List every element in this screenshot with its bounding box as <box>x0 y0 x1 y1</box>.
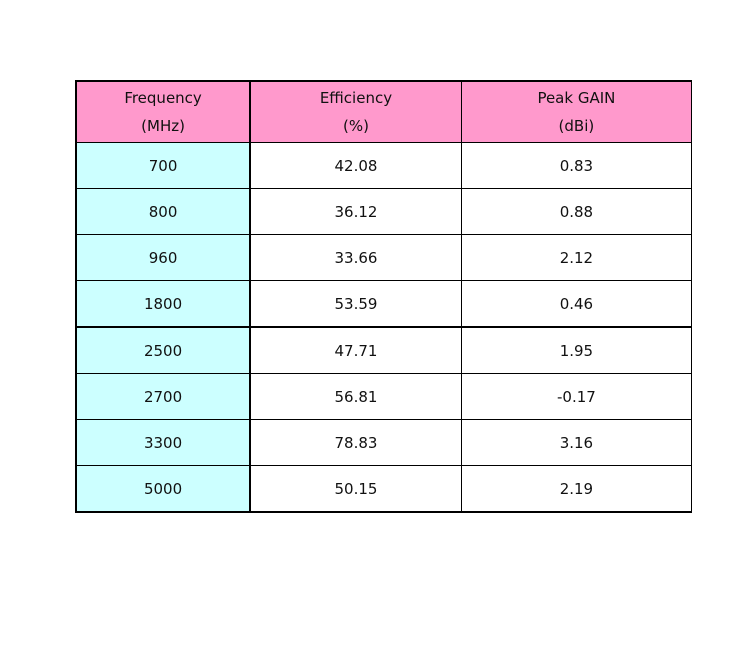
peak-gain-cell: 3.16 <box>460 419 693 466</box>
efficiency-cell: 53.59 <box>249 280 462 328</box>
header-peak-gain-label: Peak GAIN <box>537 89 616 107</box>
frequency-cell: 3300 <box>74 419 252 466</box>
efficiency-cell: 78.83 <box>249 419 462 466</box>
table-row: 2700 56.81 -0.17 <box>74 373 693 420</box>
frequency-cell: 960 <box>74 234 252 281</box>
frequency-cell: 5000 <box>74 465 252 513</box>
header-frequency-label: Frequency <box>124 89 202 107</box>
frequency-cell: 2500 <box>74 326 252 374</box>
table-row: 5000 50.15 2.19 <box>74 465 693 513</box>
header-efficiency-label: Efficiency <box>319 89 393 107</box>
header-efficiency-unit: (%) <box>342 117 369 135</box>
header-frequency: Frequency (MHz) <box>74 80 252 143</box>
frequency-cell: 700 <box>74 142 252 189</box>
peak-gain-cell: 0.88 <box>460 188 693 235</box>
frequency-cell: 1800 <box>74 280 252 328</box>
antenna-performance-table: Frequency (MHz) Efficiency (%) Peak GAIN… <box>74 80 693 513</box>
peak-gain-cell: 2.12 <box>460 234 693 281</box>
efficiency-cell: 56.81 <box>249 373 462 420</box>
efficiency-cell: 36.12 <box>249 188 462 235</box>
table-row: 800 36.12 0.88 <box>74 188 693 235</box>
efficiency-cell: 47.71 <box>249 326 462 374</box>
table-row: 700 42.08 0.83 <box>74 142 693 189</box>
frequency-cell: 2700 <box>74 373 252 420</box>
peak-gain-cell: 2.19 <box>460 465 693 513</box>
efficiency-cell: 42.08 <box>249 142 462 189</box>
table-header-row: Frequency (MHz) Efficiency (%) Peak GAIN… <box>74 80 693 143</box>
antenna-performance-table-wrapper: Frequency (MHz) Efficiency (%) Peak GAIN… <box>74 80 693 513</box>
header-efficiency: Efficiency (%) <box>249 80 462 143</box>
peak-gain-cell: -0.17 <box>460 373 693 420</box>
peak-gain-cell: 0.83 <box>460 142 693 189</box>
frequency-cell: 800 <box>74 188 252 235</box>
efficiency-cell: 50.15 <box>249 465 462 513</box>
header-peak-gain: Peak GAIN (dBi) <box>460 80 693 143</box>
table-row: 960 33.66 2.12 <box>74 234 693 281</box>
table-row: 3300 78.83 3.16 <box>74 419 693 466</box>
header-frequency-unit: (MHz) <box>141 117 185 135</box>
peak-gain-cell: 0.46 <box>460 280 693 328</box>
peak-gain-cell: 1.95 <box>460 326 693 374</box>
efficiency-cell: 33.66 <box>249 234 462 281</box>
table-row: 1800 53.59 0.46 <box>74 280 693 328</box>
table-row: 2500 47.71 1.95 <box>74 326 693 374</box>
header-peak-gain-unit: (dBi) <box>558 117 595 135</box>
